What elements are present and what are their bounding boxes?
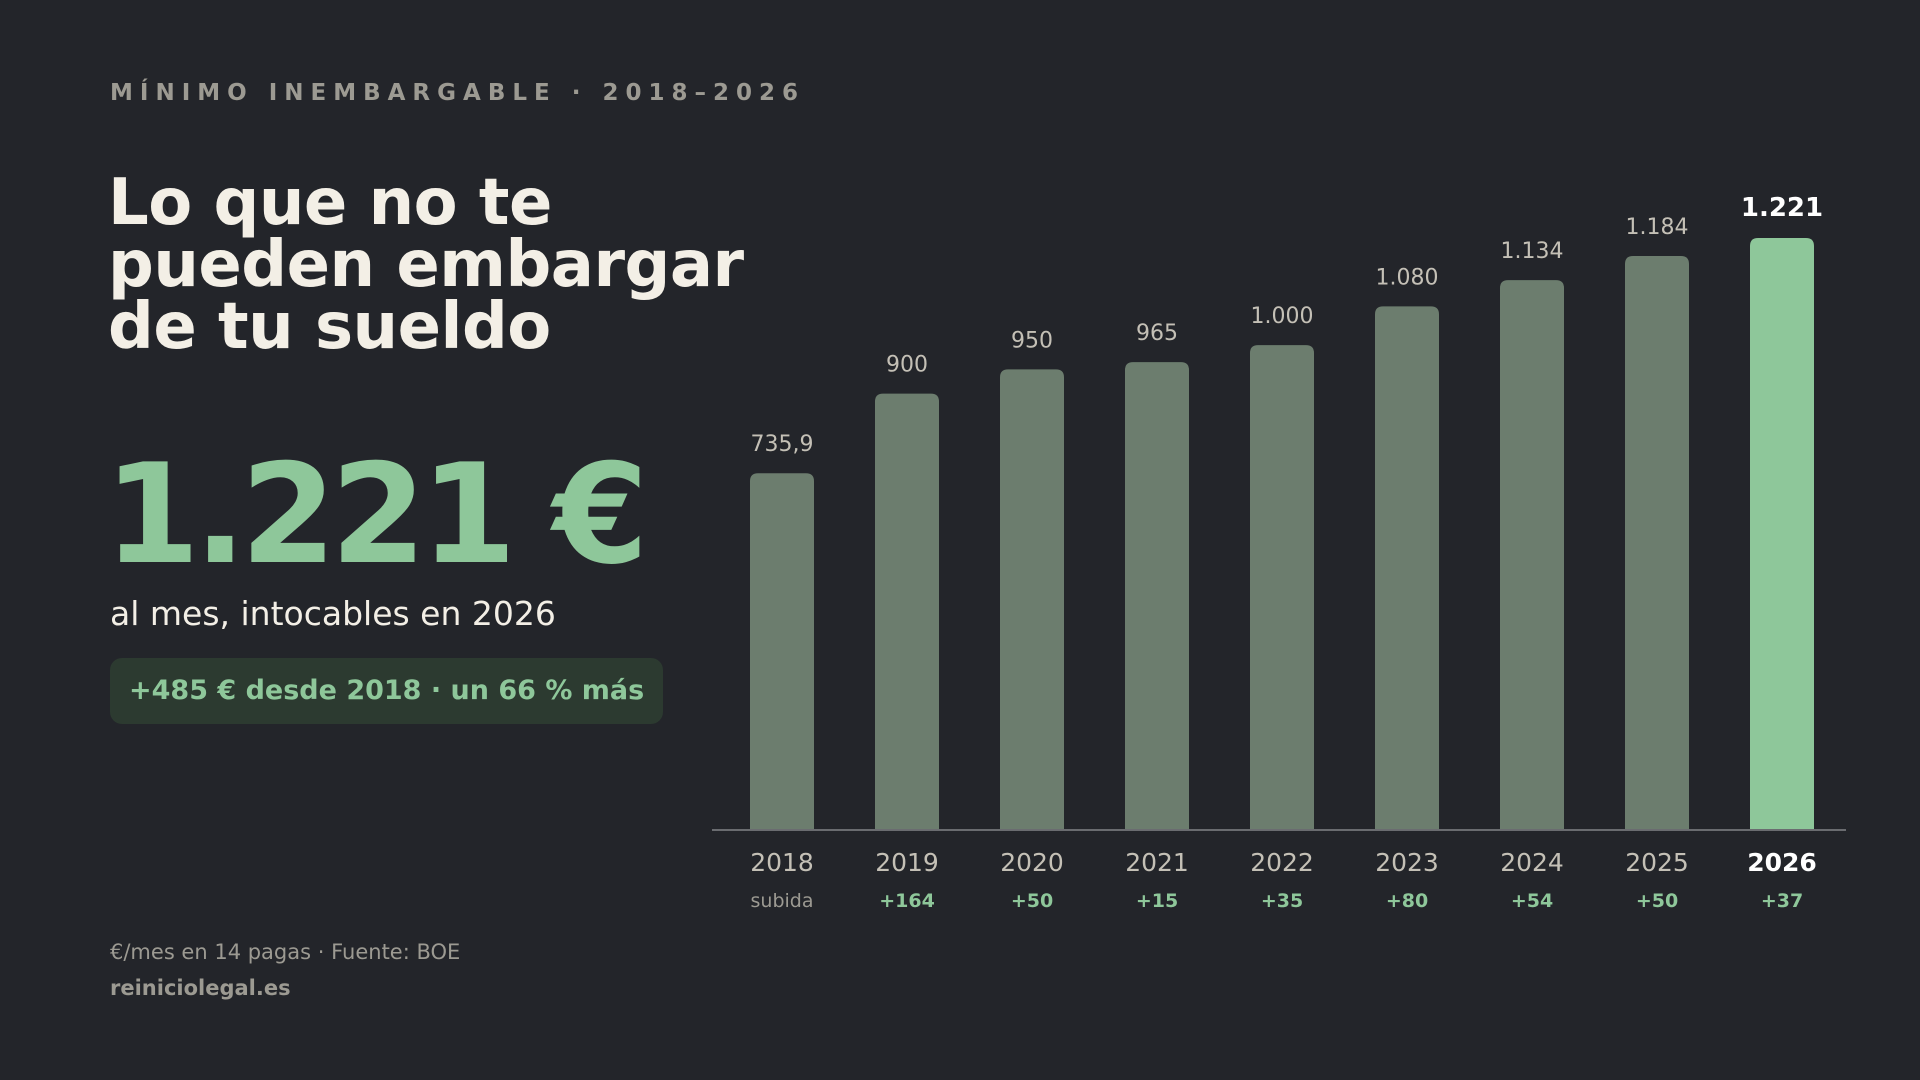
x-tick-label-2026: 2026: [1747, 848, 1817, 877]
bar-2024: [1500, 280, 1564, 830]
value-label-2019: 900: [886, 353, 928, 378]
x-tick-label-2018: 2018: [750, 848, 814, 877]
x-tick-label-2021: 2021: [1125, 848, 1189, 877]
delta-label-2021: +15: [1136, 890, 1178, 912]
delta-label-2024: +54: [1511, 890, 1553, 912]
value-label-2023: 1.080: [1376, 265, 1439, 290]
delta-label-2023: +80: [1386, 890, 1428, 912]
delta-label-2020: +50: [1011, 890, 1053, 912]
x-tick-label-2024: 2024: [1500, 848, 1564, 877]
bar-2020: [1000, 369, 1064, 830]
bar-2026: [1750, 238, 1814, 830]
value-label-2021: 965: [1136, 321, 1178, 346]
bar-2018: [750, 473, 814, 830]
page-title: Lo que no te pueden embargar de tu sueld…: [108, 166, 744, 364]
value-label-2024: 1.134: [1501, 239, 1564, 264]
x-tick-label-2025: 2025: [1625, 848, 1689, 877]
labels-layer: 735,9 2018 subida 900 2019 +164 950 2020 +50 965 2…: [750, 193, 1823, 912]
highlight-value: 1.221 €: [104, 434, 649, 595]
delta-label-2018: subida: [751, 890, 814, 912]
delta-label-2026: +37: [1761, 890, 1803, 912]
highlight-subtitle: al mes, intocables en 2026: [110, 594, 556, 633]
brand-name: reiniciolegal.es: [110, 976, 291, 1000]
x-tick-label-2023: 2023: [1375, 848, 1439, 877]
bar-2023: [1375, 306, 1439, 830]
growth-badge: +485 € desde 2018 · un 66 % más: [110, 658, 664, 724]
value-label-2020: 950: [1011, 328, 1053, 353]
value-label-2025: 1.184: [1626, 215, 1689, 240]
bar-2021: [1125, 362, 1189, 830]
value-label-2022: 1.000: [1251, 304, 1314, 329]
x-tick-label-2019: 2019: [875, 848, 939, 877]
chart-kicker: MÍNIMO INEMBARGABLE · 2018–2026: [110, 80, 806, 106]
delta-label-2022: +35: [1261, 890, 1303, 912]
bar-2019: [875, 393, 939, 830]
bar-2025: [1625, 255, 1689, 830]
bar-2022: [1250, 345, 1314, 830]
delta-label-2019: +164: [879, 890, 935, 912]
source-note: €/mes en 14 pagas · Fuente: BOE: [110, 940, 461, 964]
x-tick-label-2020: 2020: [1000, 848, 1064, 877]
x-tick-label-2022: 2022: [1250, 848, 1314, 877]
bars-layer: [750, 238, 1814, 830]
value-label-2026: 1.221: [1741, 193, 1823, 223]
delta-label-2025: +50: [1636, 890, 1678, 912]
value-label-2018: 735,9: [751, 432, 814, 457]
